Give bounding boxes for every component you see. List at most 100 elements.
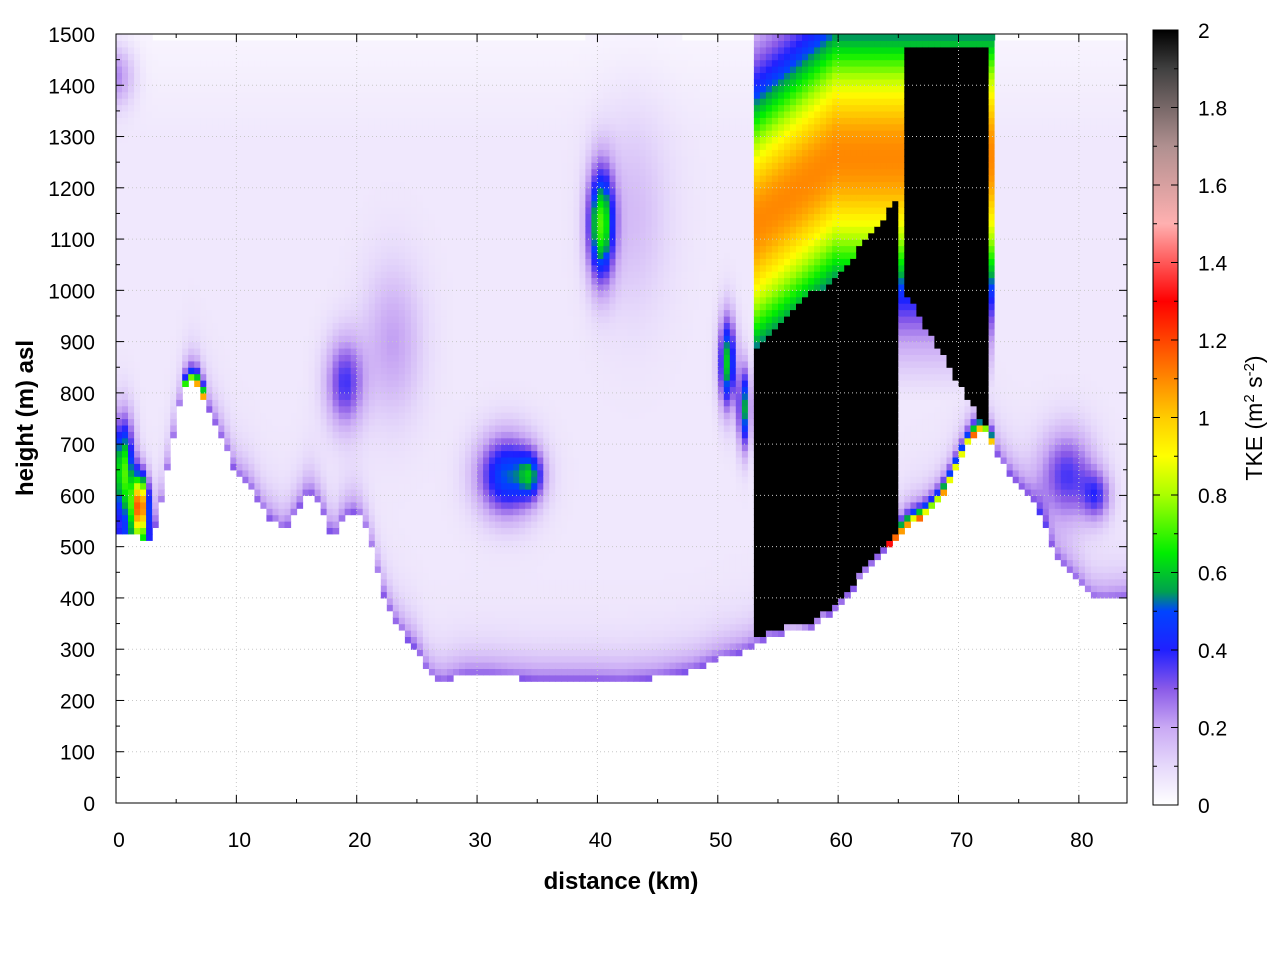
heatmap-cell [266, 508, 274, 516]
heatmap-cell [453, 130, 460, 138]
heatmap-cell [326, 40, 334, 48]
heatmap-cell [465, 85, 472, 93]
heatmap-cell [134, 194, 141, 202]
heatmap-cell [428, 213, 436, 221]
heatmap-cell [182, 296, 189, 304]
heatmap-cell [386, 290, 394, 298]
heatmap-cell [314, 66, 322, 74]
heatmap-cell [278, 149, 286, 157]
heatmap-cell [374, 392, 382, 400]
heatmap-cell [152, 322, 159, 330]
heatmap-cell [471, 149, 478, 157]
heatmap-cell [158, 200, 165, 208]
heatmap-cell [465, 78, 472, 86]
heatmap-cell [344, 348, 352, 356]
heatmap-cell [302, 380, 310, 388]
heatmap-cell [428, 572, 436, 580]
heatmap-cell [380, 501, 388, 509]
heatmap-cell [416, 258, 424, 266]
heatmap-cell [398, 207, 406, 215]
heatmap-cell [290, 303, 298, 311]
heatmap-cell [368, 232, 376, 240]
heatmap-cell [206, 296, 213, 304]
heatmap-cell [272, 117, 280, 125]
heatmap-cell [146, 303, 153, 311]
heatmap-cell [122, 187, 129, 195]
heatmap-cell [471, 264, 478, 272]
heatmap-cell [224, 98, 231, 106]
heatmap-cell [260, 463, 268, 471]
heatmap-cell [140, 104, 147, 112]
heatmap-cell [218, 392, 225, 400]
heatmap-cell [368, 450, 376, 458]
heatmap-cell [152, 168, 159, 176]
heatmap-cell [332, 431, 340, 439]
heatmap-cell [218, 386, 225, 394]
heatmap-cell [194, 136, 201, 144]
heatmap-cell [230, 142, 237, 150]
heatmap-cell [380, 59, 388, 67]
heatmap-cell [483, 662, 490, 670]
heatmap-cell [326, 501, 334, 509]
heatmap-cell [350, 380, 358, 388]
heatmap-cell [122, 354, 129, 362]
heatmap-cell [465, 546, 472, 554]
heatmap-cell [302, 162, 310, 170]
heatmap-cell [266, 98, 274, 106]
heatmap-cell [465, 130, 472, 138]
heatmap-cell [386, 175, 394, 183]
heatmap-cell [308, 380, 316, 388]
heatmap-cell [284, 187, 292, 195]
heatmap-cell [332, 456, 340, 464]
heatmap-cell [362, 431, 370, 439]
heatmap-cell [278, 309, 286, 317]
heatmap-cell [122, 283, 129, 291]
heatmap-cell [242, 85, 250, 93]
heatmap-cell [278, 450, 286, 458]
heatmap-cell [422, 463, 430, 471]
heatmap-cell [422, 328, 430, 336]
heatmap-cell [128, 463, 135, 471]
heatmap-cell [326, 386, 334, 394]
heatmap-cell [284, 373, 292, 381]
heatmap-cell [326, 335, 334, 343]
heatmap-cell [422, 271, 430, 279]
heatmap-cell [428, 360, 436, 368]
heatmap-cell [116, 181, 123, 189]
heatmap-cell [278, 380, 286, 388]
heatmap-cell [212, 283, 219, 291]
heatmap-cell [362, 392, 370, 400]
heatmap-cell [356, 91, 364, 99]
heatmap-cell [164, 418, 171, 426]
heatmap-cell [134, 175, 141, 183]
heatmap-cell [434, 130, 442, 138]
heatmap-cell [314, 431, 322, 439]
heatmap-cell [116, 136, 123, 144]
heatmap-cell [128, 117, 135, 125]
heatmap-cell [447, 463, 454, 471]
heatmap-cell [242, 412, 250, 420]
heatmap-cell [200, 78, 207, 86]
heatmap-cell [392, 59, 400, 67]
heatmap-cell [188, 155, 195, 163]
heatmap-cell [332, 162, 340, 170]
heatmap-cell [224, 162, 231, 170]
heatmap-cell [459, 226, 466, 234]
heatmap-cell [194, 328, 201, 336]
heatmap-cell [344, 431, 352, 439]
heatmap-cell [182, 245, 189, 253]
heatmap-cell [422, 655, 430, 663]
heatmap-cell [260, 495, 268, 503]
heatmap-cell [296, 59, 304, 67]
heatmap-cell [320, 380, 328, 388]
heatmap-cell [158, 142, 165, 150]
heatmap-cell [146, 527, 153, 535]
heatmap-cell [483, 232, 490, 240]
heatmap-cell [116, 322, 123, 330]
heatmap-cell [236, 149, 244, 157]
heatmap-cell [368, 322, 376, 330]
heatmap-cell [447, 578, 454, 586]
heatmap-cell [332, 181, 340, 189]
heatmap-cell [134, 418, 141, 426]
heatmap-cell [308, 341, 316, 349]
